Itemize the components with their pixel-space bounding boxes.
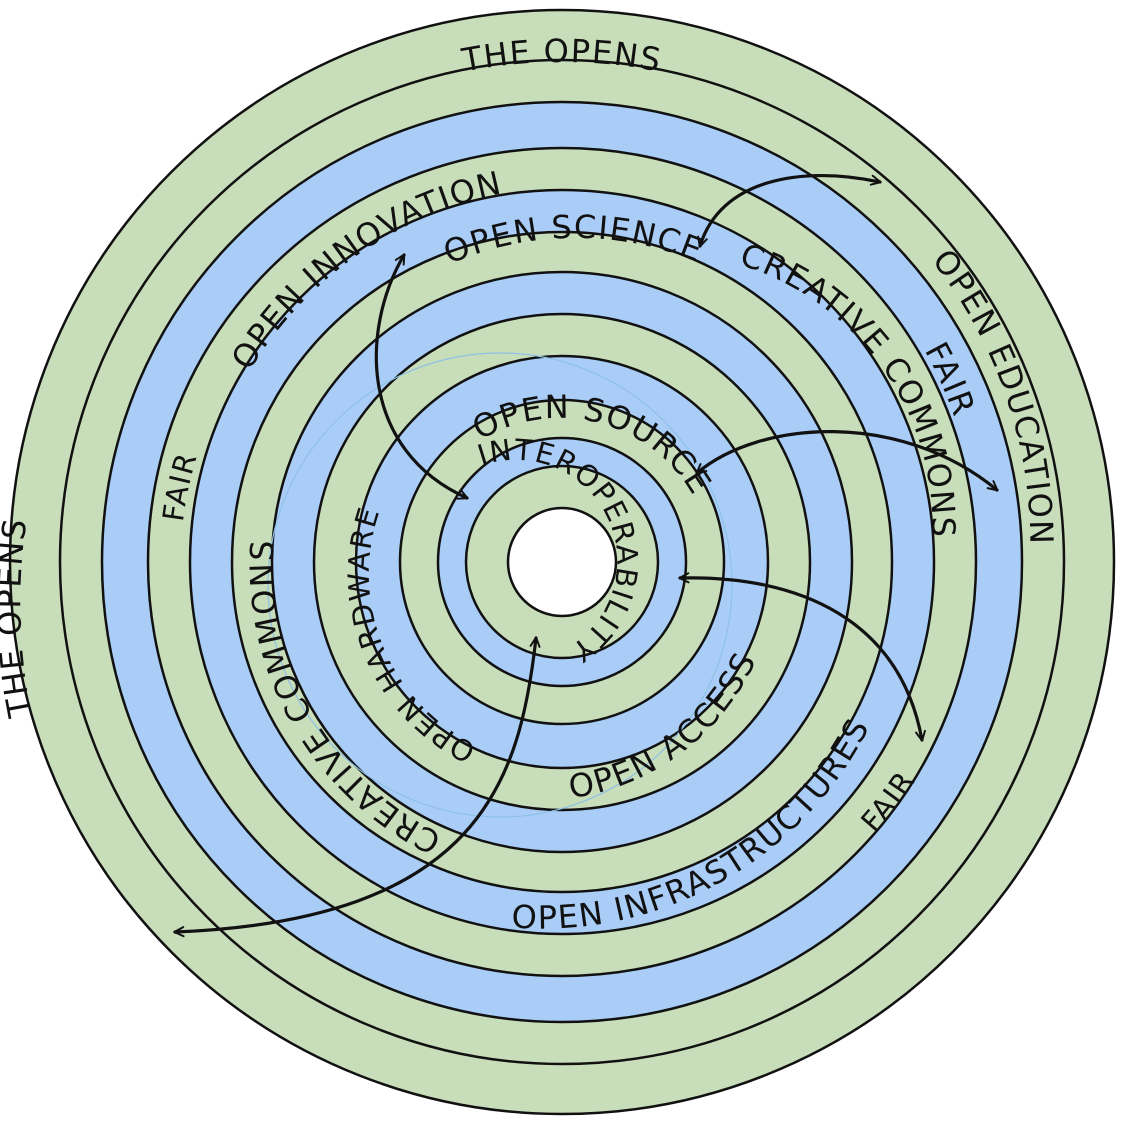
rings [8, 8, 1116, 1116]
arrow-science-education [697, 173, 882, 248]
arrows [173, 173, 999, 938]
center-hole [506, 506, 618, 618]
arrow-source-education [695, 430, 999, 492]
arrow-science-source [374, 253, 469, 500]
arrow-source-fair [678, 572, 926, 742]
arrow-center-opens [173, 636, 541, 938]
